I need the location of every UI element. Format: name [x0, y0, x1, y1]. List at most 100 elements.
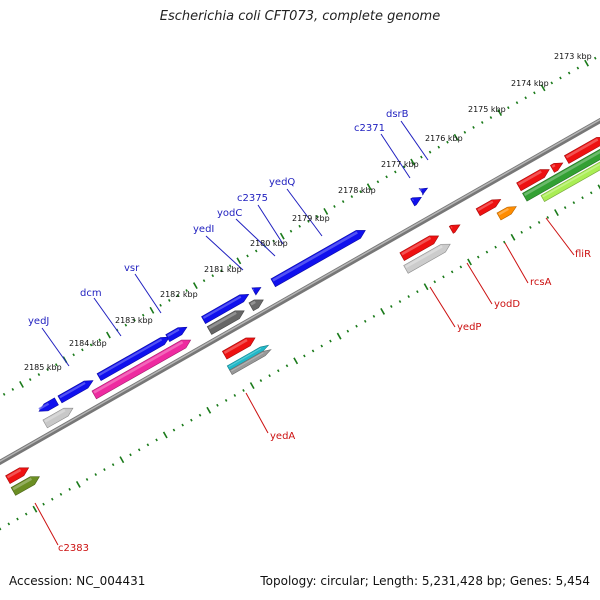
scale-tick	[350, 195, 354, 199]
scale-tick	[190, 418, 193, 422]
gene-arrow	[96, 336, 171, 382]
scale-tick	[246, 254, 249, 258]
scale-tick	[233, 394, 237, 397]
kbp-label: 2177 kbp	[381, 160, 419, 169]
accession-text: Accession: NC_004431	[9, 574, 146, 588]
scale-tick	[537, 220, 541, 224]
scale-tick	[206, 406, 212, 414]
map-title: Escherichia coli CFT073, complete genome	[159, 9, 441, 24]
scale-tick	[480, 121, 484, 124]
gene-label-yodd: yodD	[494, 299, 520, 310]
kbp-label: 2176 kbp	[425, 134, 463, 143]
scale-tick	[24, 512, 28, 516]
gene-arrow	[410, 197, 422, 207]
gene-arrow	[418, 187, 429, 196]
gene-arrow-highlight	[38, 402, 50, 411]
scale-tick	[372, 314, 376, 318]
scale-tick	[472, 125, 475, 129]
scale-tick	[272, 239, 275, 243]
scale-tick	[16, 517, 19, 521]
scale-tick	[32, 505, 38, 513]
scale-tick	[181, 423, 184, 427]
label-leader-line	[41, 327, 70, 367]
scale-tick	[507, 106, 510, 110]
gene-arrow-highlight	[252, 288, 255, 291]
scale-tick	[11, 387, 15, 391]
kbp-label: 2184 kbp	[69, 339, 107, 348]
scale-tick	[467, 258, 472, 266]
scale-tick	[192, 282, 198, 290]
gene-arrow-highlight	[450, 226, 453, 229]
scale-tick	[550, 81, 554, 85]
scale-tick	[72, 353, 75, 357]
kbp-label: 2182 kbp	[160, 290, 198, 299]
label-leader-line	[134, 273, 162, 314]
gene-arrow	[10, 476, 40, 496]
label-leader-line	[286, 188, 323, 237]
scale-tick	[593, 56, 597, 60]
gene-label-vsr: vsr	[124, 263, 140, 274]
label-leader-line	[545, 217, 575, 256]
gene-label-c2375: c2375	[237, 193, 268, 204]
gene-arrow	[226, 344, 270, 371]
scale-tick	[202, 279, 206, 283]
scale-tick	[520, 230, 523, 234]
inner-tick-row	[0, 184, 600, 531]
gene-arrow-highlight	[542, 163, 600, 198]
scale-tick	[155, 438, 158, 442]
scale-tick	[423, 283, 429, 291]
scale-tick	[428, 150, 432, 154]
gene-arrow-highlight	[202, 295, 242, 319]
gene-label-yeda: yedA	[270, 431, 295, 442]
gene-arrow-highlight	[411, 198, 414, 202]
scale-tick	[228, 264, 232, 268]
label-leader-line	[466, 262, 493, 305]
scale-tick	[42, 502, 45, 506]
gene-label-yedj: yedJ	[28, 316, 49, 327]
scale-tick	[437, 145, 441, 149]
kbp-label: 2181 kbp	[204, 265, 242, 274]
scale-tick	[68, 487, 71, 491]
scale-tick	[211, 274, 215, 278]
scale-tick	[584, 59, 589, 67]
scale-tick	[497, 109, 503, 117]
gene-arrow-highlight	[551, 164, 556, 168]
gene-arrow-highlight	[59, 381, 86, 399]
gene-arrow	[251, 287, 262, 296]
scale-tick	[572, 201, 576, 205]
genome-summary: Topology: circular; Length: 5,231,428 bp…	[260, 574, 590, 588]
gene-label-yedq: yedQ	[269, 177, 295, 188]
scale-tick	[376, 180, 380, 184]
scale-tick	[289, 229, 293, 233]
gene-arrow	[270, 230, 366, 288]
scale-tick	[398, 300, 402, 303]
scale-tick	[459, 265, 463, 269]
scale-tick	[540, 84, 546, 92]
scale-tick	[355, 324, 358, 328]
kbp-label: 2174 kbp	[511, 79, 549, 88]
gene-label-c2383: c2383	[58, 543, 89, 554]
scale-tick	[162, 431, 168, 439]
outer-tick-row	[2, 56, 597, 396]
scale-tick	[242, 389, 245, 392]
scale-tick	[563, 206, 567, 210]
scale-tick	[476, 255, 480, 259]
scale-tick	[2, 392, 6, 396]
scale-tick	[307, 219, 310, 223]
scale-tick	[216, 403, 219, 407]
scale-tick	[172, 428, 176, 432]
label-leader-line	[400, 120, 429, 161]
scale-tick	[359, 190, 362, 194]
gene-arrow-highlight	[405, 245, 443, 269]
gene-arrow	[549, 162, 564, 173]
gene-arrow-highlight	[44, 409, 66, 423]
scale-tick	[19, 381, 24, 388]
gene-arrow	[248, 299, 264, 312]
kbp-label: 2175 kbp	[468, 105, 506, 114]
scale-tick	[137, 448, 141, 452]
gene-label-yedp: yedP	[457, 322, 481, 333]
gene-arrow-highlight	[12, 477, 33, 491]
scale-tick	[346, 329, 350, 333]
gene-arrow	[206, 310, 245, 335]
kbp-label: 2173 kbp	[554, 52, 592, 61]
